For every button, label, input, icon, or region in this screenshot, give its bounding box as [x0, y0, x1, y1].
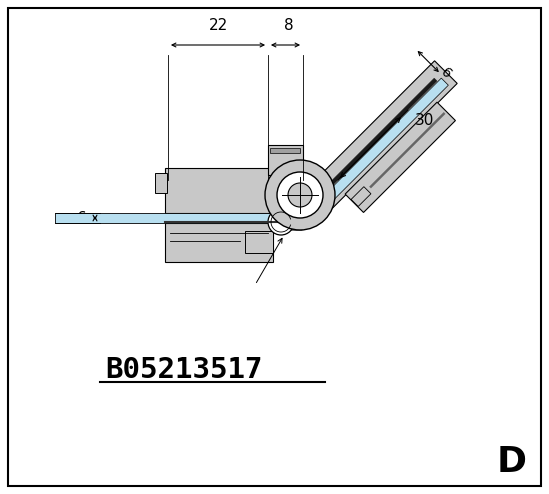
Circle shape — [277, 172, 323, 218]
Polygon shape — [304, 61, 457, 214]
Polygon shape — [345, 102, 456, 212]
Bar — [245, 231, 273, 253]
Bar — [165, 223, 273, 262]
Text: B05213517: B05213517 — [105, 356, 262, 384]
Text: 22: 22 — [209, 18, 228, 33]
Circle shape — [265, 160, 335, 230]
Polygon shape — [321, 78, 449, 206]
Bar — [55, 213, 285, 223]
Bar — [155, 173, 167, 193]
Polygon shape — [351, 187, 371, 206]
Text: D: D — [497, 445, 527, 479]
Polygon shape — [321, 78, 437, 194]
Circle shape — [268, 209, 294, 235]
Text: 30: 30 — [415, 113, 434, 127]
Polygon shape — [268, 175, 310, 230]
Bar — [270, 148, 300, 153]
Bar — [165, 168, 277, 213]
Text: 6: 6 — [438, 65, 454, 82]
Text: 6: 6 — [77, 210, 87, 225]
Polygon shape — [369, 113, 445, 188]
Bar — [268, 145, 303, 175]
Circle shape — [288, 183, 312, 207]
Text: 8: 8 — [284, 18, 293, 33]
